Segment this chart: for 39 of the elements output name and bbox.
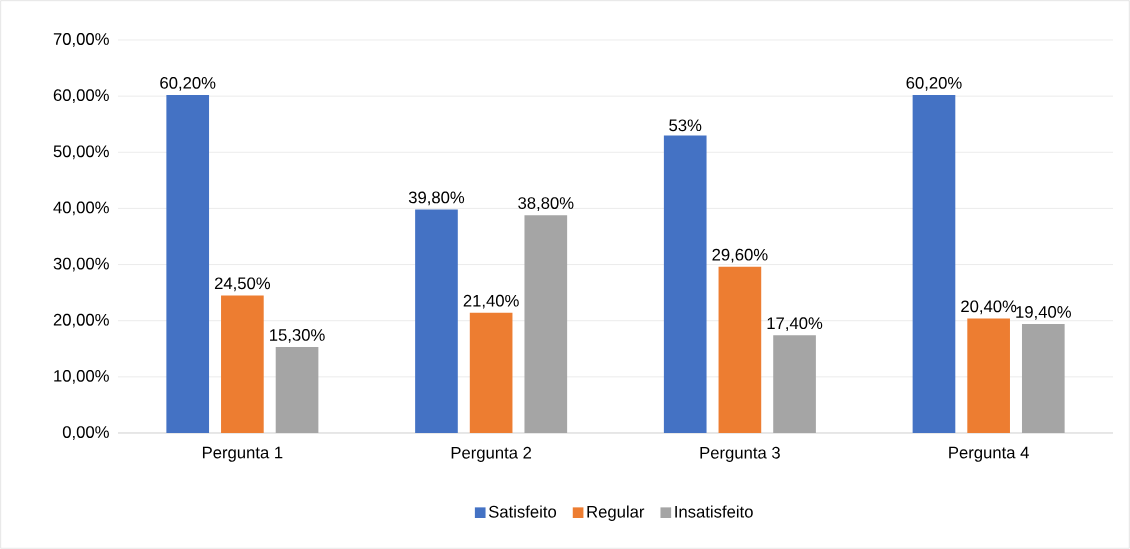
legend-label: Regular [587, 505, 645, 521]
bar [221, 295, 264, 433]
bar [469, 312, 513, 433]
bar [275, 347, 319, 433]
y-tick-label: 70,00% [53, 33, 109, 47]
data-label: 15,30% [270, 329, 325, 343]
x-tick-label: Pergunta 2 [451, 446, 532, 462]
bar [967, 318, 1010, 433]
y-tick-label: 40,00% [53, 201, 109, 216]
bar [1021, 324, 1065, 433]
legend-label: Satisfeito [488, 505, 557, 518]
data-label: 19,40% [1016, 306, 1071, 320]
bar [415, 209, 458, 433]
bar [718, 266, 762, 433]
data-label: 38,80% [518, 197, 574, 211]
x-tick-label: Pergunta 1 [202, 446, 283, 462]
y-tick-label: 20,00% [53, 313, 109, 328]
data-label: 60,20% [906, 76, 962, 91]
y-tick-label: 50,00% [53, 145, 109, 160]
data-label: 17,40% [767, 317, 823, 332]
y-tick-label: 30,00% [53, 257, 109, 272]
bar [166, 95, 210, 433]
data-label: 53% [669, 119, 702, 132]
bar [773, 335, 816, 433]
data-label: 20,40% [961, 300, 1017, 315]
y-tick-label: 60,00% [53, 89, 109, 104]
y-tick-label: 10,00% [54, 369, 109, 384]
bar [663, 135, 707, 433]
bar [912, 95, 956, 433]
data-label: 39,80% [408, 191, 465, 206]
data-label: 60,20% [160, 76, 216, 91]
y-tick-label: 0,00% [62, 426, 109, 440]
x-tick-label: Pergunta 4 [949, 446, 1029, 462]
data-label: 29,60% [712, 248, 768, 263]
data-label: 24,50% [214, 277, 271, 292]
bar [524, 215, 568, 433]
data-label: 21,40% [463, 294, 519, 309]
x-tick-label: Pergunta 3 [700, 446, 780, 462]
legend-label: Insatisfeito [675, 505, 753, 518]
